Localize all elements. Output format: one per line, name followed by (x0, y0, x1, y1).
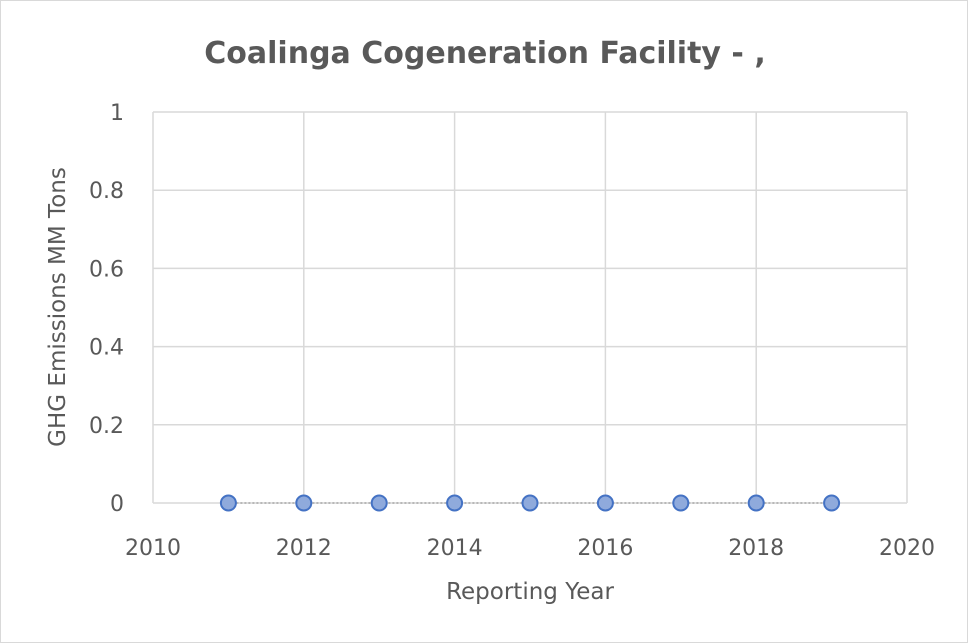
data-point (521, 494, 539, 512)
x-tick-label: 2010 (125, 536, 181, 561)
y-tick-label: 0.8 (89, 179, 124, 204)
data-point (446, 494, 464, 512)
chart-title: Coalinga Cogeneration Facility - , (204, 36, 765, 71)
x-tick-label: 2014 (427, 536, 483, 561)
y-tick-label: 0 (110, 492, 124, 517)
x-tick-label: 2016 (577, 536, 633, 561)
y-tick-label: 1 (110, 101, 124, 126)
x-tick-label: 2012 (276, 536, 332, 561)
data-point (747, 494, 765, 512)
x-axis-label: Reporting Year (446, 579, 614, 605)
data-point (672, 494, 690, 512)
data-point (823, 494, 841, 512)
data-point (295, 494, 313, 512)
data-point (370, 494, 388, 512)
data-point (219, 494, 237, 512)
x-tick-label: 2018 (728, 536, 784, 561)
y-axis-label: GHG Emissions MM Tons (45, 167, 71, 447)
y-tick-label: 0.6 (89, 257, 124, 282)
y-tick-label: 0.4 (89, 336, 124, 361)
x-tick-label: 2020 (879, 536, 935, 561)
data-point (596, 494, 614, 512)
y-tick-label: 0.2 (89, 414, 124, 439)
